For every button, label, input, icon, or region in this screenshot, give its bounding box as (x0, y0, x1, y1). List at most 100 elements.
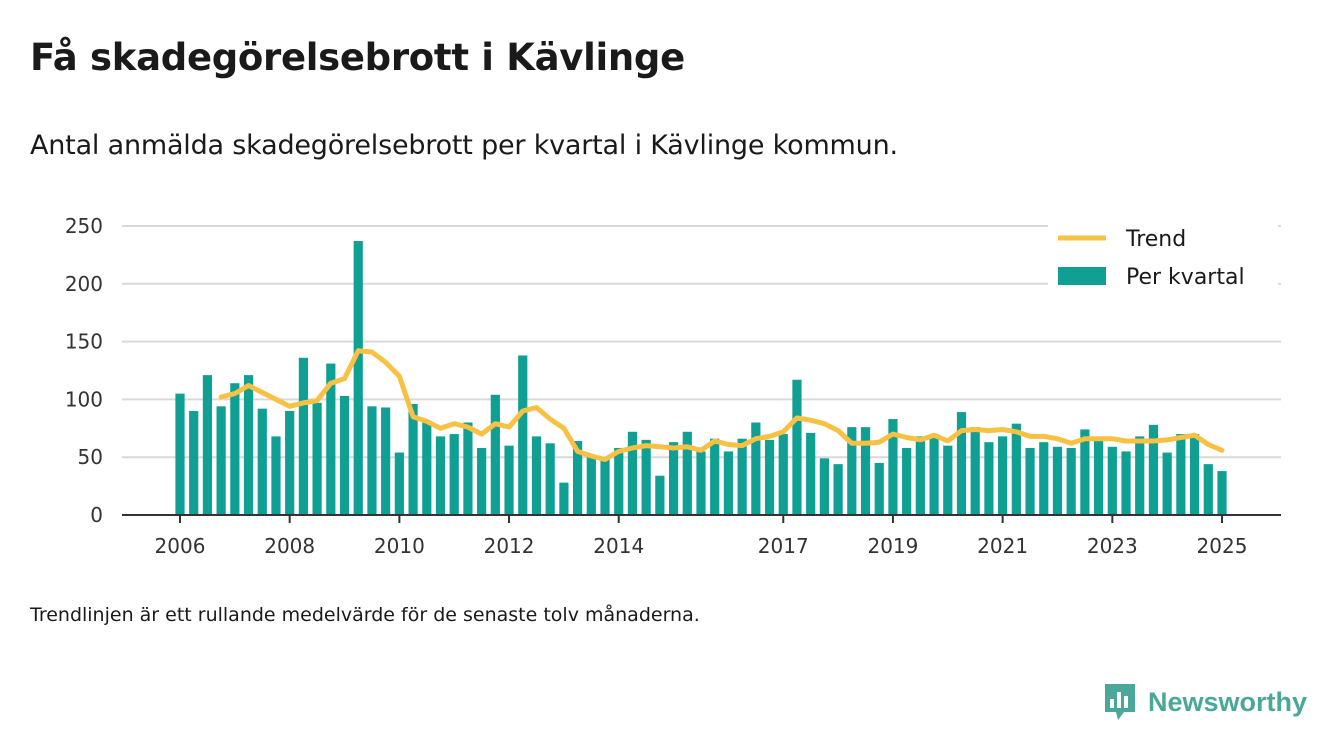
bar (1162, 452, 1172, 515)
bar (998, 436, 1008, 515)
bar (490, 394, 500, 515)
newsworthy-chart-bubble-icon (1105, 684, 1135, 720)
bar (1011, 423, 1021, 515)
bar (339, 395, 350, 515)
bar (1039, 442, 1049, 515)
bar (504, 445, 514, 515)
bar (874, 462, 884, 515)
bar (1066, 447, 1076, 515)
x-tick-label: 2010 (374, 534, 425, 558)
bar (353, 241, 363, 515)
bar (463, 422, 473, 515)
bar (737, 438, 747, 515)
y-tick-label: 100 (65, 387, 103, 411)
bar (1025, 447, 1035, 515)
bar (189, 410, 199, 515)
bar (559, 482, 569, 515)
chart-subtitle: Antal anmälda skadegörelsebrott per kvar… (30, 130, 898, 161)
legend-bar-swatch (1058, 267, 1106, 285)
bar (1176, 434, 1186, 515)
brand-logo: Newsworthy (1102, 682, 1307, 722)
bar (285, 410, 295, 515)
bar (819, 458, 829, 515)
bar (764, 439, 775, 515)
bar (257, 408, 267, 515)
x-tick-label: 2019 (867, 534, 918, 558)
y-tick-label: 0 (90, 503, 103, 527)
chart-title: Få skadegörelsebrott i Kävlinge (30, 36, 685, 79)
legend-trend-label: Trend (1125, 227, 1186, 252)
bar (586, 454, 596, 515)
bar (312, 402, 322, 515)
bar (1189, 434, 1200, 515)
bar (614, 447, 624, 515)
x-tick-label: 2023 (1087, 534, 1138, 558)
bar (792, 379, 802, 515)
bar (778, 434, 788, 515)
bar (326, 363, 336, 515)
axes: 0 50 100 150 200 250 2006 2008 2010 2012 2014 2017 2… (65, 214, 1281, 558)
brand-name: Newsworthy (1148, 686, 1308, 717)
bar (806, 432, 816, 515)
bar (1217, 471, 1227, 515)
bar (888, 419, 898, 515)
bar (970, 427, 980, 515)
bar (860, 427, 871, 515)
bar (298, 357, 308, 515)
x-tick-label: 2006 (155, 534, 206, 558)
bar (573, 441, 583, 515)
bar (751, 422, 761, 515)
bar (956, 412, 967, 515)
bar (943, 445, 953, 515)
footnote: Trendlinjen är ett rullande medelvärde f… (30, 604, 700, 626)
bar (710, 438, 720, 515)
bar (915, 436, 925, 515)
bar (696, 451, 706, 515)
bar (230, 383, 240, 515)
bar (545, 443, 555, 515)
x-tick-label: 2008 (264, 534, 315, 558)
bar (847, 427, 857, 515)
x-tick-label: 2014 (593, 534, 644, 558)
chart-area: 0 50 100 150 200 250 2006 2008 2010 2012 2014 2017 2… (65, 214, 1281, 558)
bar (1203, 464, 1213, 515)
bar (408, 404, 418, 515)
bar (271, 436, 281, 515)
bar (1052, 446, 1063, 515)
bar (175, 393, 185, 515)
x-tick-label: 2017 (758, 534, 809, 558)
x-tick-label: 2025 (1197, 534, 1248, 558)
bar (216, 406, 226, 515)
bar (531, 436, 542, 515)
y-tick-label: 250 (65, 214, 103, 238)
bar (902, 447, 912, 515)
bar (518, 355, 528, 515)
x-tick-label: 2012 (484, 534, 535, 558)
x-tick-label: 2021 (977, 534, 1028, 558)
bar (600, 459, 610, 515)
bar (243, 375, 254, 515)
bar (1107, 446, 1117, 515)
bar (833, 464, 843, 515)
bar (367, 406, 377, 515)
bar (723, 451, 734, 515)
bar (1148, 424, 1159, 515)
trend-line (218, 348, 1225, 462)
bar-series (175, 241, 1227, 515)
bar (929, 436, 939, 515)
bar (394, 452, 404, 515)
legend: Trend Per kvartal (1048, 220, 1278, 296)
bar (627, 431, 638, 515)
bar (1121, 451, 1131, 515)
y-tick-label: 50 (78, 445, 103, 469)
bar (641, 439, 651, 515)
bar (477, 447, 487, 515)
bar (202, 375, 213, 515)
bar (984, 442, 994, 515)
y-tick-label: 200 (65, 272, 103, 296)
trend-series (218, 348, 1225, 462)
bar (682, 431, 692, 515)
bar (655, 475, 665, 515)
bar (422, 421, 432, 515)
bar (1094, 441, 1104, 515)
